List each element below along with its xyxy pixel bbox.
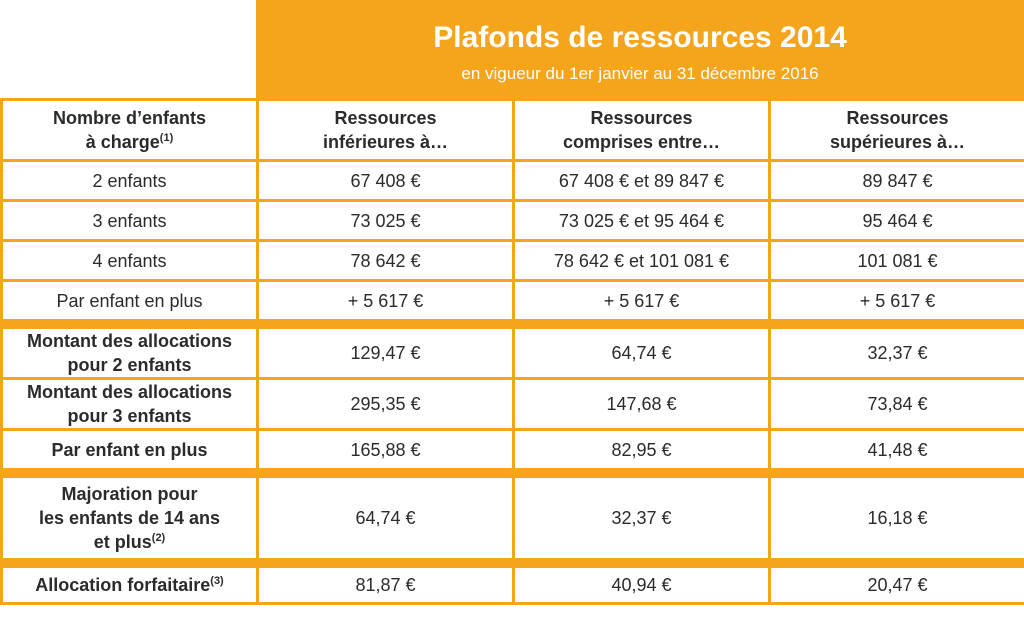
table-cell: 32,37 € [768, 326, 1024, 380]
header-col2-line2: comprises entre… [562, 132, 721, 152]
header-lower-resources: Ressources inférieures à… [256, 98, 515, 162]
header-children-line2: à charge [85, 132, 160, 152]
footnote-marker: (3) [210, 575, 224, 587]
header-higher-resources: Ressources supérieures à… [768, 98, 1024, 162]
table-cell: + 5 617 € [512, 279, 771, 322]
section-divider [0, 468, 1024, 478]
row-label: Allocation forfaitaire(3) [0, 565, 259, 605]
table-row: Par enfant en plus 165,88 € 82,95 € 41,4… [0, 428, 1024, 471]
row-label-line3: et plus [93, 532, 152, 552]
row-label: 3 enfants [0, 199, 259, 242]
resources-table: Nombre d’enfants à charge(1) Ressources … [0, 98, 1024, 605]
row-label: Majoration pour les enfants de 14 ans et… [0, 475, 259, 561]
table-cell: 32,37 € [512, 475, 771, 561]
table-cell: 165,88 € [256, 428, 515, 471]
table-cell: 64,74 € [256, 475, 515, 561]
table-cell: 89 847 € [768, 159, 1024, 202]
table-cell: 101 081 € [768, 239, 1024, 282]
row-label-line2: pour 2 enfants [67, 355, 192, 375]
row-label-line2: pour 3 enfants [67, 406, 192, 426]
row-label-text: Allocation forfaitaire [35, 575, 211, 595]
table-header-row: Nombre d’enfants à charge(1) Ressources … [0, 98, 1024, 162]
table-cell: + 5 617 € [768, 279, 1024, 322]
header-col3-line2: supérieures à… [829, 132, 966, 152]
title-banner: Plafonds de ressources 2014 en vigueur d… [256, 0, 1024, 98]
footnote-marker: (2) [151, 532, 166, 544]
table-cell: 82,95 € [512, 428, 771, 471]
table-cell: 64,74 € [512, 326, 771, 380]
row-label-line1: Montant des allocations [26, 331, 233, 351]
page-title: Plafonds de ressources 2014 [433, 21, 847, 54]
table-cell: 81,87 € [256, 565, 515, 605]
table-row: 3 enfants 73 025 € 73 025 € et 95 464 € … [0, 199, 1024, 242]
section-divider [0, 558, 1024, 568]
table-cell: 40,94 € [512, 565, 771, 605]
footnote-marker: (1) [159, 132, 174, 144]
table-cell: 67 408 € et 89 847 € [512, 159, 771, 202]
row-label: 2 enfants [0, 159, 259, 202]
row-label: 4 enfants [0, 239, 259, 282]
table-row: Montant des allocations pour 2 enfants 1… [0, 326, 1024, 380]
table-row: Montant des allocations pour 3 enfants 2… [0, 377, 1024, 431]
table-cell: 20,47 € [768, 565, 1024, 605]
row-label-line2: les enfants de 14 ans [38, 508, 221, 528]
header-col1-line2: inférieures à… [322, 132, 449, 152]
table-row: 2 enfants 67 408 € 67 408 € et 89 847 € … [0, 159, 1024, 202]
table-cell: + 5 617 € [256, 279, 515, 322]
header-col1-line1: Ressources [334, 108, 437, 128]
table-cell: 147,68 € [512, 377, 771, 431]
row-label: Montant des allocations pour 3 enfants [0, 377, 259, 431]
header-children-line1: Nombre d’enfants [52, 108, 207, 128]
row-label: Montant des allocations pour 2 enfants [0, 326, 259, 380]
table-cell: 41,48 € [768, 428, 1024, 471]
table-cell: 295,35 € [256, 377, 515, 431]
header-between-resources: Ressources comprises entre… [512, 98, 771, 162]
row-label-line1: Majoration pour [61, 484, 198, 504]
table-cell: 73 025 € et 95 464 € [512, 199, 771, 242]
table-cell: 73 025 € [256, 199, 515, 242]
table-cell: 95 464 € [768, 199, 1024, 242]
table-row: 4 enfants 78 642 € 78 642 € et 101 081 €… [0, 239, 1024, 282]
table-row: Par enfant en plus + 5 617 € + 5 617 € +… [0, 279, 1024, 322]
row-label: Par enfant en plus [0, 279, 259, 322]
header-children-count: Nombre d’enfants à charge(1) [0, 98, 259, 162]
table-row: Majoration pour les enfants de 14 ans et… [0, 475, 1024, 561]
table-cell: 73,84 € [768, 377, 1024, 431]
page-subtitle: en vigueur du 1er janvier au 31 décembre… [461, 64, 819, 83]
table-cell: 78 642 € et 101 081 € [512, 239, 771, 282]
table-cell: 16,18 € [768, 475, 1024, 561]
row-label-line1: Montant des allocations [26, 382, 233, 402]
table-row: Allocation forfaitaire(3) 81,87 € 40,94 … [0, 565, 1024, 605]
row-label: Par enfant en plus [0, 428, 259, 471]
header-col2-line1: Ressources [590, 108, 693, 128]
section-divider [0, 319, 1024, 329]
table-cell: 129,47 € [256, 326, 515, 380]
table-cell: 78 642 € [256, 239, 515, 282]
table-cell: 67 408 € [256, 159, 515, 202]
header-col3-line1: Ressources [846, 108, 949, 128]
